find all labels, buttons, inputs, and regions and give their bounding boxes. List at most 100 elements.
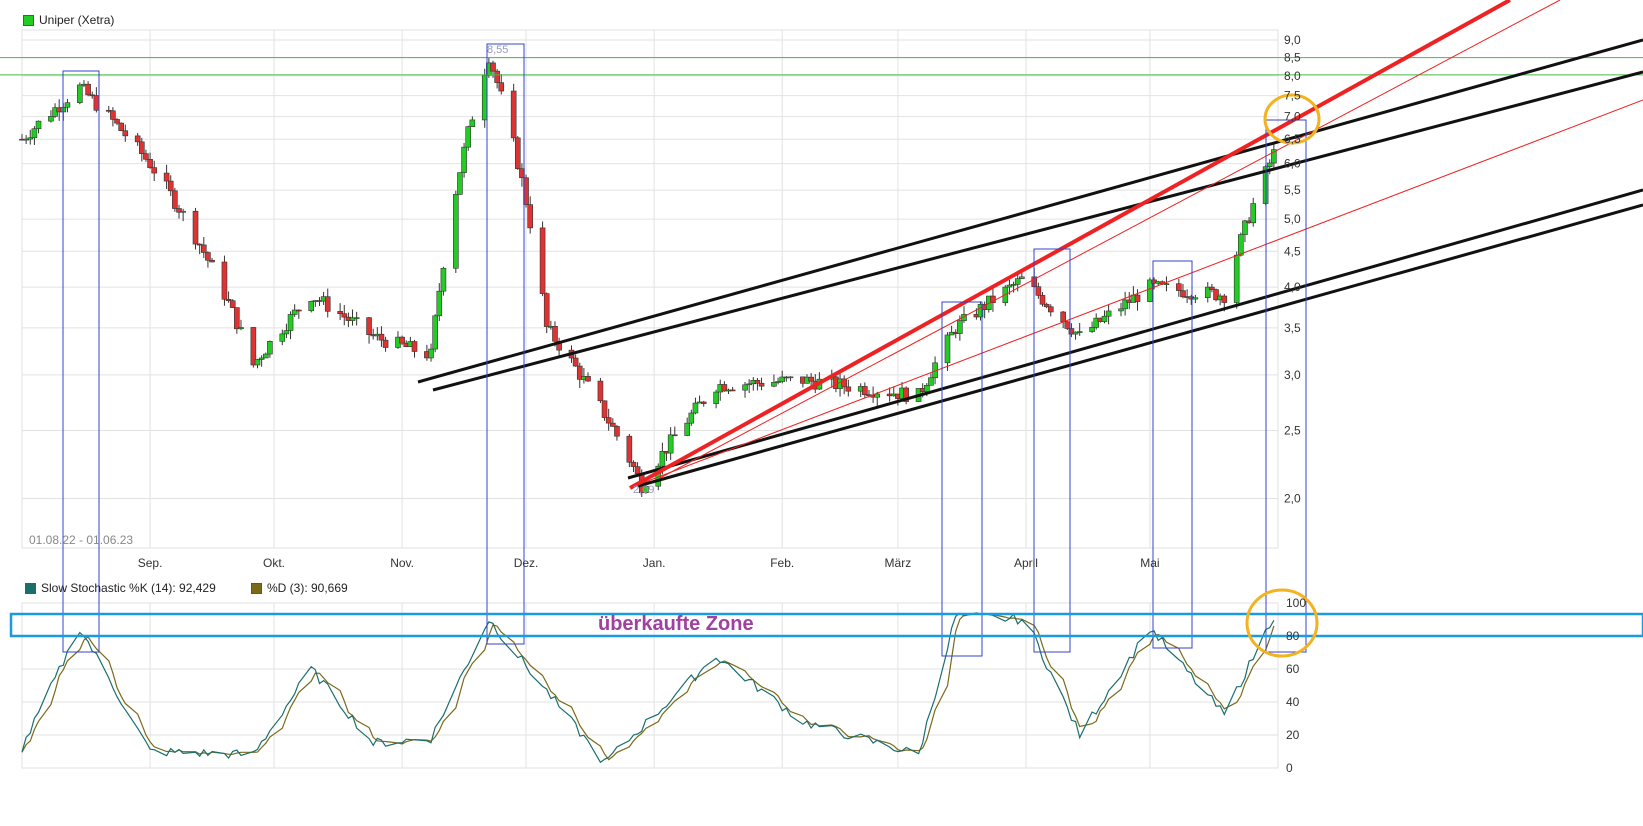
candle-body bbox=[440, 267, 447, 292]
candle-body bbox=[1039, 295, 1046, 305]
candle-body bbox=[572, 357, 579, 367]
candle-body bbox=[721, 384, 728, 392]
trend-line bbox=[417, 38, 1643, 384]
highlight-box bbox=[1033, 248, 1071, 653]
candle-body bbox=[1118, 308, 1124, 312]
candle-body bbox=[93, 95, 100, 111]
candle-body bbox=[465, 126, 472, 148]
price-x-tick-label: Mai bbox=[1140, 556, 1159, 570]
candle-body bbox=[163, 172, 170, 182]
stoch-k-label: Slow Stochastic %K (14): 92,429 bbox=[41, 581, 216, 595]
candle-body bbox=[957, 320, 963, 334]
candle-body bbox=[1093, 317, 1100, 328]
candle-body bbox=[139, 141, 145, 154]
candle-body bbox=[862, 386, 868, 396]
candle-body bbox=[1242, 220, 1248, 235]
candle-body bbox=[453, 194, 459, 269]
candle-body bbox=[225, 298, 232, 302]
candle-body bbox=[349, 317, 356, 321]
candle-body bbox=[1192, 297, 1199, 300]
highlight-box bbox=[1152, 260, 1193, 649]
highlight-box bbox=[486, 43, 525, 645]
candle-body bbox=[341, 313, 348, 318]
candle-body bbox=[122, 130, 129, 137]
candle-body bbox=[1233, 254, 1240, 303]
candle-body bbox=[1122, 299, 1128, 310]
candle-body bbox=[1006, 284, 1013, 288]
price-x-tick-label: Sep. bbox=[138, 556, 163, 570]
stochastic-panel-grid bbox=[21, 602, 1279, 769]
candle-body bbox=[296, 309, 302, 312]
candle-body bbox=[977, 304, 984, 318]
candle-body bbox=[539, 227, 546, 294]
candle-body bbox=[151, 167, 158, 174]
candle-body bbox=[110, 110, 116, 120]
stoch-y-tick-label: 40 bbox=[1286, 695, 1300, 709]
candle-body bbox=[143, 153, 149, 160]
price-y-tick-label: 9,0 bbox=[1284, 33, 1301, 47]
chart-overlays: überkaufte Zone 8,55 2,09 bbox=[0, 0, 1643, 658]
candle-body bbox=[841, 378, 847, 388]
price-x-tick-label: Nov. bbox=[390, 556, 414, 570]
stoch-y-tick-label: 80 bbox=[1286, 629, 1300, 643]
candle-body bbox=[1271, 149, 1277, 164]
candle-body bbox=[490, 62, 496, 72]
candle-body bbox=[77, 84, 83, 103]
price-y-tick-label: 5,0 bbox=[1284, 212, 1301, 226]
trend-line bbox=[432, 70, 1643, 392]
candle-body bbox=[700, 401, 707, 404]
candle-body bbox=[527, 204, 533, 229]
candle-body bbox=[729, 389, 736, 392]
candle-body bbox=[928, 377, 934, 386]
candle-body bbox=[779, 376, 786, 382]
candle-body bbox=[1266, 162, 1273, 168]
candle-body bbox=[754, 380, 761, 384]
candle-body bbox=[514, 137, 521, 169]
candle-body bbox=[498, 82, 505, 92]
price-y-tick-label: 3,0 bbox=[1284, 368, 1301, 382]
candle-body bbox=[192, 210, 199, 245]
price-y-tick-label: 6,5 bbox=[1284, 132, 1301, 146]
candle-body bbox=[1089, 327, 1095, 332]
candle-body bbox=[1176, 283, 1182, 291]
highlight-box bbox=[941, 301, 983, 657]
highlight-box bbox=[1265, 119, 1307, 653]
candle-body bbox=[324, 296, 331, 312]
date-range-label: 01.08.22 - 01.06.23 bbox=[29, 533, 133, 547]
candle-body bbox=[1043, 303, 1050, 308]
candle-body bbox=[1010, 284, 1017, 286]
highlight-box bbox=[62, 70, 100, 653]
stoch-d-line bbox=[21, 612, 1275, 761]
candle-body bbox=[614, 426, 620, 437]
candle-body bbox=[1134, 294, 1141, 302]
candle-body bbox=[229, 300, 236, 308]
candle-body bbox=[1163, 283, 1170, 285]
candle-body bbox=[944, 334, 951, 364]
candle-body bbox=[543, 293, 550, 327]
stoch-d-swatch bbox=[251, 582, 262, 594]
candle-body bbox=[605, 417, 612, 424]
candle-body bbox=[688, 412, 695, 424]
candle-body bbox=[147, 159, 153, 168]
candle-body bbox=[366, 317, 372, 335]
candle-body bbox=[337, 311, 343, 315]
candle-body bbox=[746, 383, 752, 386]
stoch-k-legend: Slow Stochastic %K (14): 92,429 bbox=[25, 581, 216, 595]
candle-body bbox=[234, 307, 240, 330]
price-x-tick-label: Jan. bbox=[643, 556, 666, 570]
price-y-tick-label: 6,0 bbox=[1284, 157, 1301, 171]
candle-body bbox=[353, 317, 360, 319]
candle-body bbox=[180, 210, 186, 213]
candle-body bbox=[1035, 286, 1042, 296]
candle-body bbox=[118, 122, 124, 132]
candle-body bbox=[1014, 278, 1021, 285]
candle-body bbox=[494, 70, 500, 83]
candle-body bbox=[1213, 289, 1219, 301]
price-legend-swatch bbox=[23, 14, 34, 26]
candle-body bbox=[643, 485, 649, 494]
candle-body bbox=[771, 382, 777, 387]
stoch-y-tick-label: 20 bbox=[1286, 728, 1300, 742]
candle-body bbox=[1101, 315, 1108, 322]
candle-body bbox=[630, 461, 637, 467]
trend-line bbox=[629, 0, 1511, 490]
